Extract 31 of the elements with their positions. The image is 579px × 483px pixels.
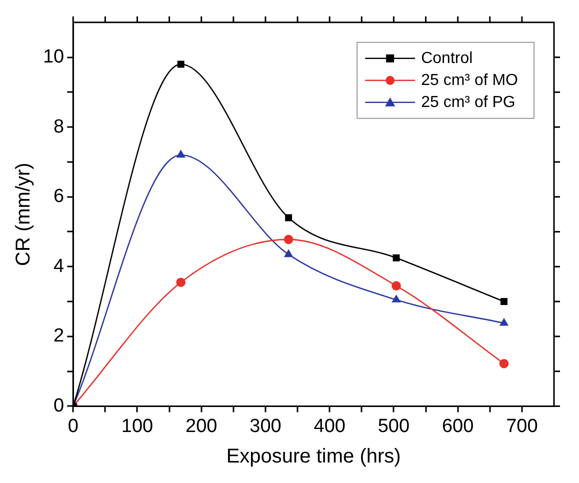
point	[499, 358, 509, 368]
x-tick-label: 100	[121, 416, 154, 437]
x-tick-label: 0	[68, 416, 78, 437]
y-axis-title: CR (mm/yr)	[12, 162, 35, 266]
point	[176, 278, 186, 287]
point	[177, 60, 184, 68]
y-tick-label: 2	[54, 326, 64, 347]
x-axis-title: Exposure time (hrs)	[226, 446, 401, 468]
x-tick-label: 200	[186, 416, 218, 437]
x-tick-label: 600	[442, 416, 474, 437]
legend-label: Control	[421, 50, 473, 67]
point	[176, 150, 185, 158]
point	[392, 254, 400, 262]
x-tick-label: 300	[250, 416, 282, 437]
x-tick-label: 500	[378, 416, 410, 437]
legend-label: 25 cm³ of PG	[421, 94, 516, 111]
legend-label: 25 cm³ of MO	[421, 72, 518, 89]
y-tick-label: 6	[54, 186, 64, 208]
y-tick-label: 0	[54, 395, 64, 416]
point	[500, 318, 508, 326]
point	[284, 250, 293, 258]
point	[284, 234, 294, 244]
y-tick-label: 10	[42, 46, 64, 68]
x-tick-label: 700	[506, 416, 538, 437]
x-tick-label: 400	[314, 416, 346, 437]
y-tick-label: 8	[54, 116, 64, 138]
point	[285, 214, 292, 222]
point	[392, 281, 401, 290]
point	[392, 295, 400, 302]
point	[500, 298, 508, 306]
y-tick-label: 4	[54, 256, 65, 277]
